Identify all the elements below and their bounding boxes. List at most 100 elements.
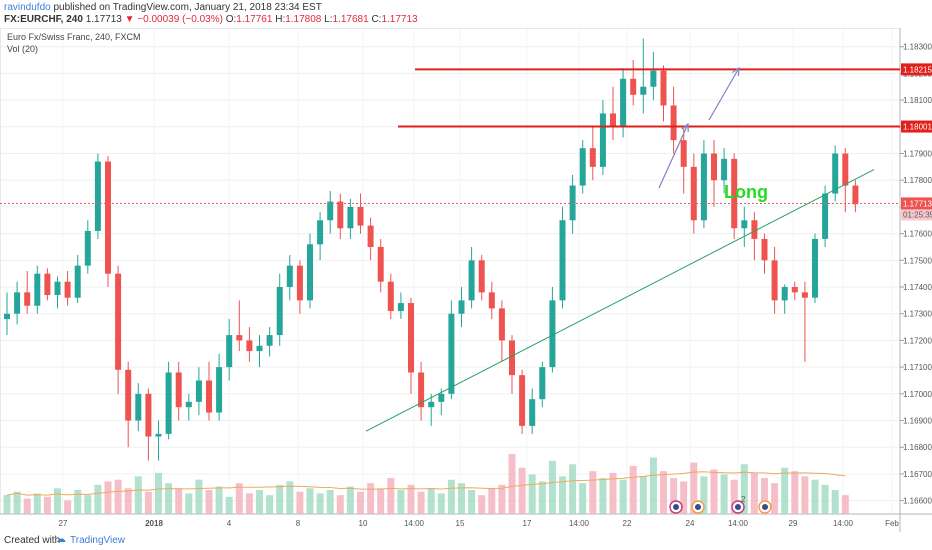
price-tick-label: 1.17600: [903, 230, 932, 239]
candle-body: [317, 220, 324, 245]
low-value: 1.17681: [332, 14, 369, 25]
candle-body: [448, 313, 455, 394]
time-tick-label: 27: [59, 519, 68, 528]
candle-body: [478, 260, 485, 293]
candle-body: [347, 206, 354, 229]
volume-bar: [74, 490, 82, 514]
volume-bar: [397, 490, 405, 514]
candle-body: [408, 303, 414, 373]
drawings[interactable]: 2: [0, 66, 900, 514]
volume-bar: [276, 484, 284, 514]
time-tick-label: 10: [359, 519, 368, 528]
volume-bar: [720, 474, 728, 514]
candle-body: [468, 260, 475, 301]
candle-body: [690, 166, 697, 221]
volume-bar: [165, 483, 173, 514]
volume-bar: [750, 472, 758, 514]
candle-body: [529, 399, 536, 426]
candle-body: [307, 244, 313, 301]
volume-bar: [225, 496, 233, 514]
price-tick-label: 1.17500: [903, 256, 932, 265]
high-label: H:: [275, 14, 286, 25]
time-tick-label: 4: [227, 519, 232, 528]
candle-body: [206, 380, 212, 413]
price-tick-label: 1.17400: [903, 283, 932, 292]
volume-bar: [488, 488, 496, 514]
candle-body: [852, 185, 859, 205]
price-tick-label: 1.17900: [903, 150, 932, 159]
close-value: 1.17713: [381, 14, 418, 25]
volume-bar: [235, 483, 243, 514]
time-tick-label: 15: [456, 519, 465, 528]
trend-line: [365, 169, 875, 432]
volume-bar: [629, 466, 637, 514]
high-value: 1.17808: [285, 14, 322, 25]
volume-bar: [801, 476, 809, 514]
candle-body: [579, 148, 586, 186]
candle-body: [296, 265, 303, 301]
volume-bar: [468, 490, 476, 514]
last-price: 1.17713: [85, 14, 122, 25]
volume-bar: [124, 488, 132, 514]
candle-body: [630, 78, 637, 95]
candle-body: [620, 78, 627, 127]
volume-bar: [185, 493, 193, 514]
candle-body: [700, 153, 707, 221]
volume-bar: [599, 478, 607, 514]
price-chart[interactable]: 2 1.183001.182001.181001.180001.179001.1…: [0, 27, 932, 532]
arrow-head: [681, 122, 689, 133]
volume-indicator-label: Vol (20): [7, 44, 38, 54]
candle-body: [761, 238, 768, 261]
time-tick-label: 2018: [145, 519, 163, 528]
time-tick-label: 29: [789, 519, 798, 528]
price-tick-label: 1.17200: [903, 336, 932, 345]
price-tick-label: 1.18300: [903, 43, 932, 52]
chart-area[interactable]: 2 1.183001.182001.181001.180001.179001.1…: [0, 27, 932, 532]
candle-body: [377, 246, 384, 282]
volume-bar: [569, 464, 577, 514]
publish-line: ravindufdo published on TradingView.com,…: [4, 2, 322, 13]
price-tick-label: 1.16700: [903, 470, 932, 479]
volume-bar: [43, 496, 51, 514]
down-triangle-icon: ▼: [124, 14, 135, 25]
candle-body: [155, 433, 162, 437]
price-tick-label: 1.16900: [903, 417, 932, 426]
volume-bar: [771, 483, 779, 514]
author-link[interactable]: ravindufdo: [4, 2, 51, 13]
long-annotation[interactable]: Long: [724, 182, 768, 202]
header: ravindufdo published on TradingView.com,…: [0, 0, 932, 27]
candle-body: [44, 273, 51, 296]
time-tick-label: 24: [686, 519, 695, 528]
volume-bar: [761, 478, 768, 514]
candle-body: [105, 161, 111, 274]
volume-bar: [245, 493, 253, 514]
volume-bar: [13, 491, 21, 514]
candle-body: [751, 220, 758, 239]
tradingview-brand[interactable]: TradingView: [70, 535, 126, 546]
volume-bar: [730, 479, 738, 514]
candle-body: [741, 220, 748, 229]
volume-bar: [700, 476, 708, 514]
candle-body: [387, 281, 394, 312]
close-label: C:: [371, 14, 382, 25]
level-price-label: 1.18001: [903, 123, 932, 132]
candle-body: [488, 292, 495, 309]
volume-bar: [114, 479, 122, 514]
candle-body: [458, 300, 465, 314]
candle-body: [367, 225, 374, 247]
published-text: published on TradingView.com, January 21…: [53, 2, 322, 13]
event-marker-count: 2: [741, 495, 746, 504]
volume-bar: [619, 479, 627, 514]
candle-body: [549, 300, 556, 368]
volume-bar: [316, 493, 324, 514]
volume-bar: [437, 493, 445, 514]
volume-bar: [296, 491, 304, 514]
volume-bar: [660, 471, 667, 514]
projection-arrow: [658, 123, 689, 189]
candle-body: [337, 201, 344, 229]
projection-arrow: [708, 67, 740, 121]
volume-bar: [336, 495, 344, 514]
volume-bar: [3, 495, 11, 514]
time-tick-label: 8: [296, 519, 301, 528]
candle-body: [195, 380, 202, 402]
